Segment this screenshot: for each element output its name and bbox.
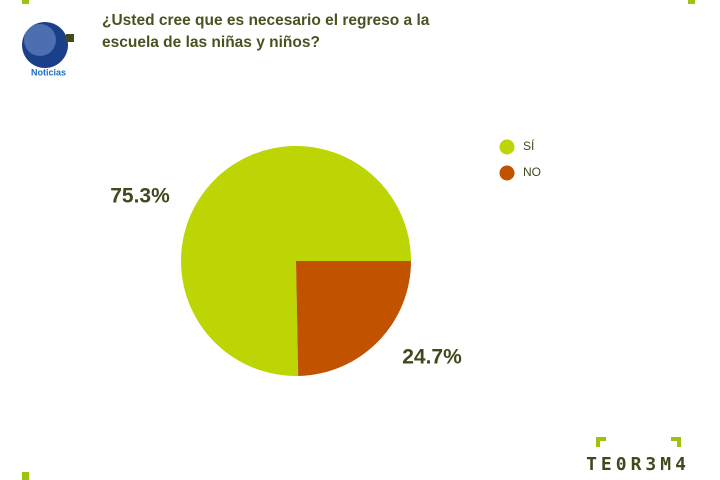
pie-slice	[296, 261, 411, 376]
brand-mark	[671, 437, 681, 447]
logo-text: Noticias	[31, 67, 66, 77]
corner-mark	[22, 472, 29, 480]
chart-title: ¿Usted cree que es necesario el regreso …	[102, 12, 430, 51]
legend-swatch	[499, 139, 515, 155]
brand-mark	[596, 437, 606, 447]
plot: 75.3% 24.7% SÍ NO	[110, 138, 541, 376]
legend-label: NO	[523, 165, 541, 179]
logo-globe	[24, 24, 56, 56]
logo-mark	[66, 34, 74, 42]
brand: TE0R3M4	[586, 454, 690, 475]
corner-mark	[688, 0, 695, 4]
corner-mark	[22, 0, 29, 4]
legend-label: SÍ	[523, 138, 535, 153]
data-label: 75.3%	[110, 185, 170, 208]
data-label: 24.7%	[402, 346, 462, 369]
legend-swatch	[499, 165, 515, 181]
